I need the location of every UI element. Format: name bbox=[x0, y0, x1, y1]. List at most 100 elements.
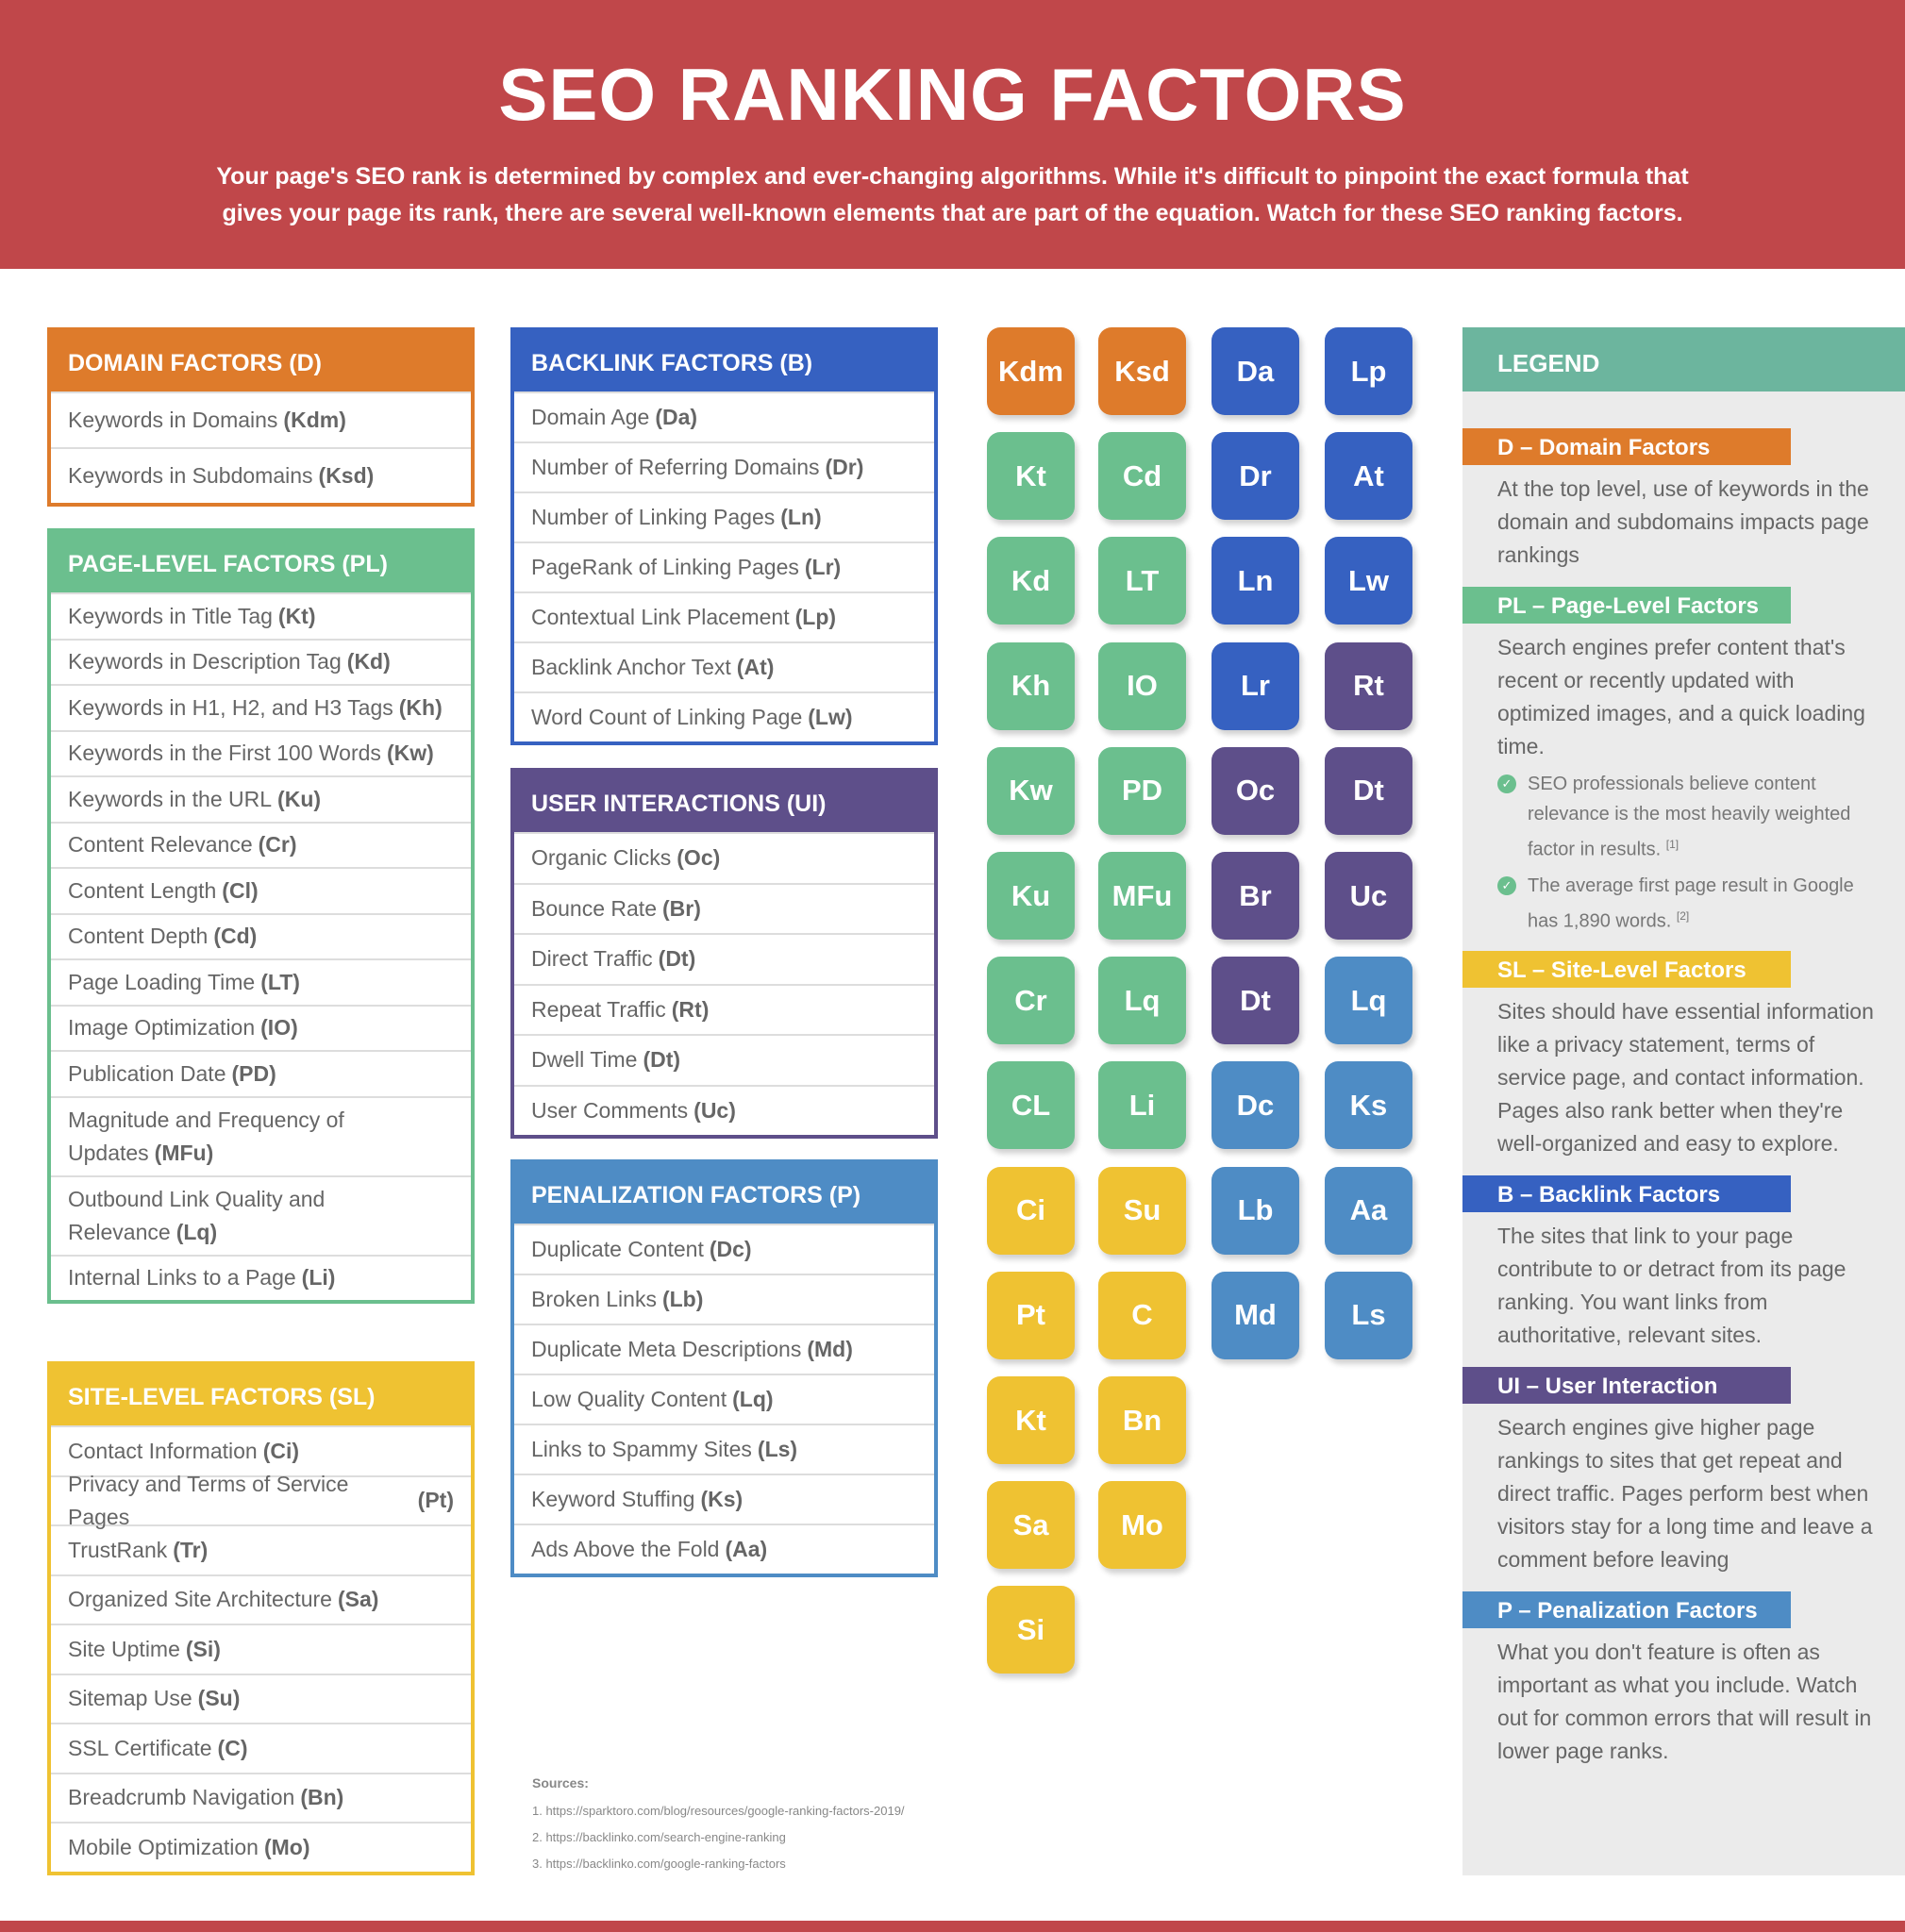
factor-tile-sl: Kt bbox=[987, 1376, 1075, 1464]
factor-code: (Kt) bbox=[277, 603, 316, 628]
factor-code: (IO) bbox=[260, 1015, 298, 1041]
factor-item: Keywords in H1, H2, and H3 Tags (Kh) bbox=[51, 684, 471, 730]
legend-title: LEGEND bbox=[1462, 327, 1905, 391]
legend-description: Search engines prefer content that's rec… bbox=[1497, 635, 1865, 758]
factor-item: Domain Age (Da) bbox=[514, 391, 934, 441]
factor-name: Page Loading Time bbox=[68, 969, 256, 994]
factor-item: Links to Spammy Sites (Ls) bbox=[514, 1424, 934, 1474]
factor-item: Keywords in Title Tag (Kt) bbox=[51, 592, 471, 639]
factor-name: Image Optimization bbox=[68, 1015, 256, 1041]
factor-tile-pl: MFu bbox=[1098, 852, 1186, 940]
factor-name: Number of Linking Pages bbox=[531, 505, 776, 529]
factor-code: (Lb) bbox=[661, 1287, 704, 1311]
factor-tile-p: Dc bbox=[1212, 1061, 1299, 1150]
factor-tile-ui: Dt bbox=[1212, 957, 1299, 1045]
factor-tile-sl: Sa bbox=[987, 1481, 1075, 1570]
factor-item: Number of Linking Pages (Ln) bbox=[514, 491, 934, 541]
factor-name: Word Count of Linking Page bbox=[531, 705, 803, 729]
factor-item: TrustRank (Tr) bbox=[51, 1524, 471, 1574]
factor-tile-sl: Si bbox=[987, 1586, 1075, 1674]
factor-tile-sl: Mo bbox=[1098, 1481, 1186, 1570]
factor-item: Internal Links to a Page (Li) bbox=[51, 1254, 471, 1301]
factor-box-b: BACKLINK FACTORS (B) Domain Age (Da) Number… bbox=[510, 327, 938, 745]
factor-name: Keywords in H1, H2, and H3 Tags bbox=[68, 694, 393, 720]
factor-box-d: DOMAIN FACTORS (D) Keywords in Domains (Kd… bbox=[47, 327, 475, 507]
factor-item: Keywords in the URL (Ku) bbox=[51, 775, 471, 822]
factor-item: Mobile Optimization (Mo) bbox=[51, 1822, 471, 1872]
factor-name: Keyword Stuffing bbox=[531, 1487, 695, 1511]
factor-item: Bounce Rate (Br) bbox=[514, 882, 934, 934]
factor-item: Low Quality Content (Lq) bbox=[514, 1374, 934, 1424]
factor-box-title: USER INTERACTIONS (UI) bbox=[514, 772, 934, 832]
factor-name: Duplicate Content bbox=[531, 1237, 704, 1261]
factor-tile-ui: Uc bbox=[1325, 852, 1412, 940]
factor-item: Organic Clicks (Oc) bbox=[514, 832, 934, 883]
factor-tile-p: Md bbox=[1212, 1271, 1299, 1359]
factor-item: Ads Above the Fold (Aa) bbox=[514, 1524, 934, 1574]
factor-name: Ads Above the Fold bbox=[531, 1537, 720, 1561]
legend-description: At the top level, use of keywords in the… bbox=[1497, 476, 1869, 567]
factor-item: Repeat Traffic (Rt) bbox=[514, 983, 934, 1035]
factor-item: Number of Referring Domains (Dr) bbox=[514, 441, 934, 491]
citation: [1] bbox=[1665, 838, 1679, 851]
factor-code: (Bn) bbox=[300, 1785, 344, 1810]
legend-panel: LEGEND D – Domain Factors At the top leve… bbox=[1462, 327, 1905, 1875]
factor-name: Low Quality Content bbox=[531, 1387, 727, 1411]
factor-item: Broken Links (Lb) bbox=[514, 1274, 934, 1324]
sources: Sources: 1. https://sparktoro.com/blog/r… bbox=[532, 1775, 905, 1883]
legend-description: The sites that link to your page contrib… bbox=[1497, 1224, 1847, 1348]
factor-item: Privacy and Terms of Service Pages (Pt) bbox=[51, 1472, 471, 1529]
header-banner: SEO RANKING FACTORS Your page's SEO rank… bbox=[0, 0, 1905, 269]
factor-code: (LT) bbox=[260, 969, 300, 994]
factor-tile-p: Ls bbox=[1325, 1271, 1412, 1359]
legend-description: Search engines give higher page rankings… bbox=[1497, 1415, 1873, 1573]
factor-name: Direct Traffic bbox=[531, 946, 653, 972]
factor-box-title: PAGE-LEVEL FACTORS (PL) bbox=[51, 532, 471, 592]
factor-code: (Cr) bbox=[258, 832, 297, 858]
factor-name: Mobile Optimization bbox=[68, 1834, 259, 1859]
factor-tile-b: Da bbox=[1212, 327, 1299, 415]
source-item: 2. https://backlinko.com/search-engine-r… bbox=[532, 1830, 786, 1844]
factor-code: (Lq) bbox=[732, 1387, 774, 1411]
factor-code: (Ci) bbox=[262, 1438, 300, 1463]
factor-code: (Sa) bbox=[337, 1587, 379, 1612]
factor-code: (Mo) bbox=[263, 1834, 310, 1859]
factor-item: Magnitude and Frequency of Updates (MFu) bbox=[51, 1095, 471, 1175]
factor-tile-pl: LT bbox=[1098, 537, 1186, 625]
factor-name: Keywords in Title Tag bbox=[68, 603, 273, 628]
factor-name: Publication Date bbox=[68, 1060, 226, 1086]
factor-item: Dwell Time (Dt) bbox=[514, 1034, 934, 1085]
factor-tile-pl: Cr bbox=[987, 957, 1075, 1045]
factor-code: (Aa) bbox=[725, 1537, 768, 1561]
factor-code: (Kdm) bbox=[283, 408, 346, 432]
factor-item: Backlink Anchor Text (At) bbox=[514, 641, 934, 691]
check-circle-icon: ✓ bbox=[1497, 875, 1516, 895]
factor-code: (Kh) bbox=[398, 694, 443, 720]
legend-description: What you don't feature is often as impor… bbox=[1497, 1640, 1872, 1764]
factor-name: Organized Site Architecture bbox=[68, 1587, 332, 1612]
factor-item: Site Uptime (Si) bbox=[51, 1624, 471, 1674]
factor-tile-pl: Lq bbox=[1098, 957, 1186, 1045]
legend-bullet: ✓ SEO professionals believe content relev… bbox=[1462, 763, 1905, 865]
factor-item: Outbound Link Quality and Relevance (Lq) bbox=[51, 1174, 471, 1255]
factor-name: Repeat Traffic bbox=[531, 996, 666, 1022]
factor-name: Magnitude and Frequency of Updates bbox=[68, 1107, 344, 1165]
factor-name: SSL Certificate bbox=[68, 1735, 212, 1760]
factor-code: (MFu) bbox=[154, 1140, 214, 1165]
factor-name: Content Relevance bbox=[68, 832, 253, 858]
factor-tile-sl: Pt bbox=[987, 1271, 1075, 1359]
factor-name: Content Length bbox=[68, 877, 217, 903]
factor-item: Image Optimization (IO) bbox=[51, 1004, 471, 1051]
page-subtitle: Your page's SEO rank is determined by co… bbox=[216, 163, 1689, 226]
factor-item: Content Length (Cl) bbox=[51, 867, 471, 913]
factor-code: (PD) bbox=[231, 1060, 276, 1086]
factor-tile-pl: Kh bbox=[987, 641, 1075, 730]
factor-tile-d: Ksd bbox=[1098, 327, 1186, 415]
factor-tile-b: Lw bbox=[1325, 537, 1412, 625]
legend-label-ui: UI – User Interaction bbox=[1462, 1367, 1791, 1405]
factor-code: (Dr) bbox=[825, 455, 864, 479]
factor-code: (At) bbox=[736, 655, 775, 679]
factor-tile-sl: Bn bbox=[1098, 1376, 1186, 1464]
factor-name: Privacy and Terms of Service Pages bbox=[68, 1471, 349, 1529]
factor-tile-ui: Dt bbox=[1325, 746, 1412, 835]
